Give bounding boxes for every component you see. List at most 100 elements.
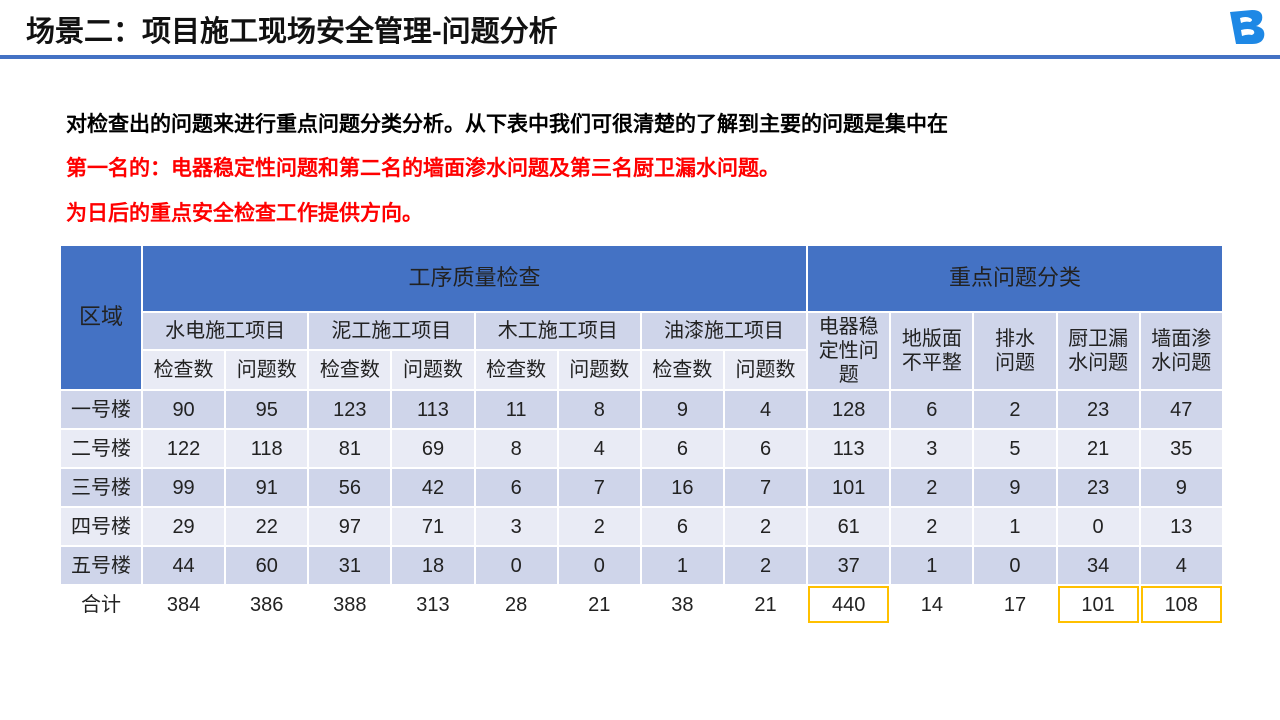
table-cell: 0	[972, 545, 1058, 586]
table-cell: 31	[307, 545, 393, 586]
table-cell: 6	[473, 467, 559, 508]
table-cell: 313	[390, 584, 476, 625]
table-cell: 91	[224, 467, 310, 508]
table-cell: 6	[639, 506, 725, 547]
table-cell: 69	[390, 428, 476, 469]
table-cell: 95	[224, 389, 310, 430]
issue-header: 电器稳定性问题	[806, 311, 892, 391]
table-row: 合计 384 386 388 313 28 21 38 21 440 14 17 101 108	[59, 584, 1224, 625]
table-cell: 2	[972, 389, 1058, 430]
table-cell: 2	[722, 545, 809, 586]
row-label: 二号楼	[59, 428, 143, 469]
sub-header: 检查数	[307, 349, 393, 391]
region-header: 区域	[59, 244, 143, 391]
table-cell: 13	[1138, 506, 1224, 547]
table-cell: 28	[473, 584, 559, 625]
table-cell: 122	[140, 428, 227, 469]
sub-header: 检查数	[639, 349, 725, 391]
table-cell: 123	[307, 389, 393, 430]
table-cell: 388	[307, 584, 393, 625]
row-label: 三号楼	[59, 467, 143, 508]
table-cell: 90	[140, 389, 227, 430]
table-cell: 384	[140, 584, 227, 625]
sub-header: 检查数	[140, 349, 227, 391]
project-header: 油漆施工项目	[639, 311, 809, 351]
table-cell: 8	[473, 428, 559, 469]
sub-header: 问题数	[722, 349, 809, 391]
table-cell: 56	[307, 467, 393, 508]
table-cell: 22	[224, 506, 310, 547]
row-label: 五号楼	[59, 545, 143, 586]
table-cell: 9	[639, 389, 725, 430]
table-cell: 1	[639, 545, 725, 586]
group-header-quality: 工序质量检查	[140, 244, 809, 313]
table-cell: 113	[390, 389, 476, 430]
row-label: 四号楼	[59, 506, 143, 547]
table-cell: 6	[639, 428, 725, 469]
table-cell: 61	[806, 506, 892, 547]
table-cell: 97	[307, 506, 393, 547]
table-cell: 60	[224, 545, 310, 586]
table-cell: 35	[1138, 428, 1224, 469]
table-row: 五号楼 44 60 31 18 0 0 1 2 37 1 0 34 4	[59, 545, 1224, 586]
table-row: 三号楼 99 91 56 42 6 7 16 7 101 2 9 23 9	[59, 467, 1224, 508]
table-cell: 37	[806, 545, 892, 586]
table-cell: 44	[140, 545, 227, 586]
highlighted-cell: 101	[1055, 584, 1141, 625]
table-cell: 2	[722, 506, 809, 547]
table-cell: 3	[473, 506, 559, 547]
table-cell: 4	[722, 389, 809, 430]
table-cell: 81	[307, 428, 393, 469]
table-cell: 14	[889, 584, 975, 625]
issue-header: 墙面渗水问题	[1138, 311, 1224, 391]
group-header-issues: 重点问题分类	[806, 244, 1224, 313]
row-label: 一号楼	[59, 389, 143, 430]
table-cell: 128	[806, 389, 892, 430]
table-cell: 21	[556, 584, 642, 625]
table-cell: 7	[556, 467, 642, 508]
sub-header: 检查数	[473, 349, 559, 391]
table-cell: 17	[972, 584, 1058, 625]
table-row: 四号楼 29 22 97 71 3 2 6 2 61 2 1 0 13	[59, 506, 1224, 547]
table-cell: 8	[556, 389, 642, 430]
table-cell: 6	[722, 428, 809, 469]
project-header: 木工施工项目	[473, 311, 642, 351]
table-cell: 38	[639, 584, 725, 625]
sub-header: 问题数	[224, 349, 310, 391]
table-cell: 0	[556, 545, 642, 586]
table-cell: 386	[224, 584, 310, 625]
highlighted-cell: 108	[1138, 584, 1224, 625]
table-cell: 99	[140, 467, 227, 508]
issue-header: 排水问题	[972, 311, 1058, 391]
table-cell: 2	[889, 467, 975, 508]
table-cell: 34	[1055, 545, 1141, 586]
table-cell: 9	[1138, 467, 1224, 508]
table-cell: 23	[1055, 389, 1141, 430]
issue-header: 地版面不平整	[889, 311, 975, 391]
table-cell: 0	[473, 545, 559, 586]
page-title: 场景二：项目施工现场安全管理-问题分析	[26, 16, 558, 48]
table-cell: 113	[806, 428, 892, 469]
table-cell: 71	[390, 506, 476, 547]
highlighted-cell: 440	[806, 584, 892, 625]
table-cell: 101	[806, 467, 892, 508]
table-cell: 2	[889, 506, 975, 547]
table-row: 一号楼 90 95 123 113 11 8 9 4 128 6 2 23 47	[59, 389, 1224, 430]
row-label: 合计	[59, 584, 143, 625]
table-cell: 42	[390, 467, 476, 508]
project-header: 水电施工项目	[140, 311, 310, 351]
table-cell: 18	[390, 545, 476, 586]
table-cell: 21	[1055, 428, 1141, 469]
table-cell: 47	[1138, 389, 1224, 430]
table-cell: 3	[889, 428, 975, 469]
table-cell: 0	[1055, 506, 1141, 547]
table-cell: 4	[556, 428, 642, 469]
table-row: 二号楼 122 118 81 69 8 4 6 6 113 3 5 21 35	[59, 428, 1224, 469]
inspection-table: 区域 工序质量检查 重点问题分类 水电施工项目 泥工施工项目 木工施工项目 油漆…	[59, 244, 1224, 625]
table-cell: 16	[639, 467, 725, 508]
table-cell: 1	[889, 545, 975, 586]
table-cell: 4	[1138, 545, 1224, 586]
table-cell: 21	[722, 584, 809, 625]
table-cell: 23	[1055, 467, 1141, 508]
table-cell: 118	[224, 428, 310, 469]
